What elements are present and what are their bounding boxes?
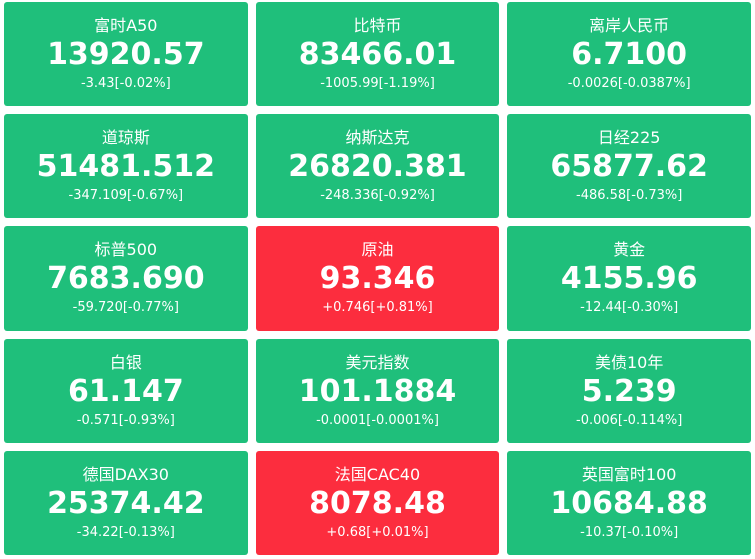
quote-price: 7683.690 (47, 261, 205, 297)
quote-tile[interactable]: 德国DAX30 25374.42 -34.22[-0.13%] (4, 450, 248, 555)
quote-change: -0.0026[-0.0387%] (567, 76, 691, 92)
quote-change: -248.336[-0.92%] (320, 188, 435, 204)
quote-tile[interactable]: 富时A50 13920.57 -3.43[-0.02%] (4, 2, 248, 107)
quote-price: 8078.48 (309, 485, 446, 521)
quote-name: 纳斯达克 (345, 128, 410, 148)
quote-tile[interactable]: 道琼斯 51481.512 -347.109[-0.67%] (4, 114, 248, 219)
quote-change: -12.44[-0.30%] (580, 300, 679, 316)
quote-change: -0.006[-0.114%] (576, 412, 683, 428)
quote-price: 83466.01 (298, 37, 457, 73)
quote-price: 10684.88 (550, 485, 708, 521)
quote-price: 6.7100 (571, 37, 688, 73)
quote-name: 日经225 (597, 128, 661, 148)
quote-name: 英国富时100 (581, 464, 677, 484)
quote-tile[interactable]: 标普500 7683.690 -59.720[-0.77%] (4, 226, 248, 331)
quote-change: +0.746[+0.81%] (322, 300, 433, 316)
quote-change: -10.37[-0.10%] (580, 524, 679, 540)
quote-tile[interactable]: 日经225 65877.62 -486.58[-0.73%] (507, 114, 751, 219)
quote-name: 标普500 (94, 240, 158, 260)
quote-tile[interactable]: 比特币 83466.01 -1005.99[-1.19%] (255, 2, 500, 107)
quote-price: 51481.512 (36, 149, 216, 185)
quote-change: -34.22[-0.13%] (76, 524, 175, 540)
quote-tile[interactable]: 离岸人民币 6.7100 -0.0026[-0.0387%] (507, 2, 751, 107)
quote-change: -3.43[-0.02%] (80, 76, 171, 92)
quote-tile[interactable]: 法国CAC40 8078.48 +0.68[+0.01%] (255, 450, 500, 555)
quote-tile[interactable]: 白银 61.147 -0.571[-0.93%] (4, 338, 248, 443)
quote-price: 65877.62 (550, 149, 708, 185)
quote-name: 富时A50 (94, 16, 158, 36)
quote-price: 61.147 (67, 373, 184, 409)
quote-name: 原油 (361, 240, 394, 260)
quote-tile[interactable]: 美债10年 5.239 -0.006[-0.114%] (507, 338, 751, 443)
quote-name: 法国CAC40 (334, 464, 421, 484)
quote-price: 25374.42 (47, 485, 205, 521)
quote-name: 美债10年 (594, 352, 664, 372)
quote-name: 白银 (109, 352, 142, 372)
quote-price: 4155.96 (560, 261, 698, 297)
quote-change: -59.720[-0.77%] (72, 300, 179, 316)
quote-tile[interactable]: 黄金 4155.96 -12.44[-0.30%] (507, 226, 751, 331)
quote-change: -0.571[-0.93%] (76, 412, 175, 428)
quote-tile[interactable]: 英国富时100 10684.88 -10.37[-0.10%] (507, 450, 751, 555)
quote-change: -486.58[-0.73%] (576, 188, 683, 204)
quote-price: 5.239 (581, 373, 677, 409)
quote-name: 德国DAX30 (82, 464, 169, 484)
quote-name: 美元指数 (345, 352, 410, 372)
quote-change: -0.0001[-0.0001%] (316, 412, 439, 428)
quote-change: -347.109[-0.67%] (68, 188, 184, 204)
quote-name: 离岸人民币 (589, 16, 670, 36)
quote-price: 13920.57 (47, 37, 205, 73)
quote-change: +0.68[+0.01%] (326, 524, 429, 540)
quote-tile[interactable]: 美元指数 101.1884 -0.0001[-0.0001%] (255, 338, 500, 443)
quote-change: -1005.99[-1.19%] (320, 76, 435, 92)
quote-price: 93.346 (319, 261, 436, 297)
quote-tile[interactable]: 纳斯达克 26820.381 -248.336[-0.92%] (255, 114, 500, 219)
quote-name: 黄金 (613, 240, 646, 260)
quote-price: 26820.381 (288, 149, 467, 185)
quote-name: 道琼斯 (101, 128, 150, 148)
quote-tile[interactable]: 原油 93.346 +0.746[+0.81%] (255, 226, 500, 331)
quote-name: 比特币 (353, 16, 402, 36)
quote-price: 101.1884 (298, 373, 457, 409)
